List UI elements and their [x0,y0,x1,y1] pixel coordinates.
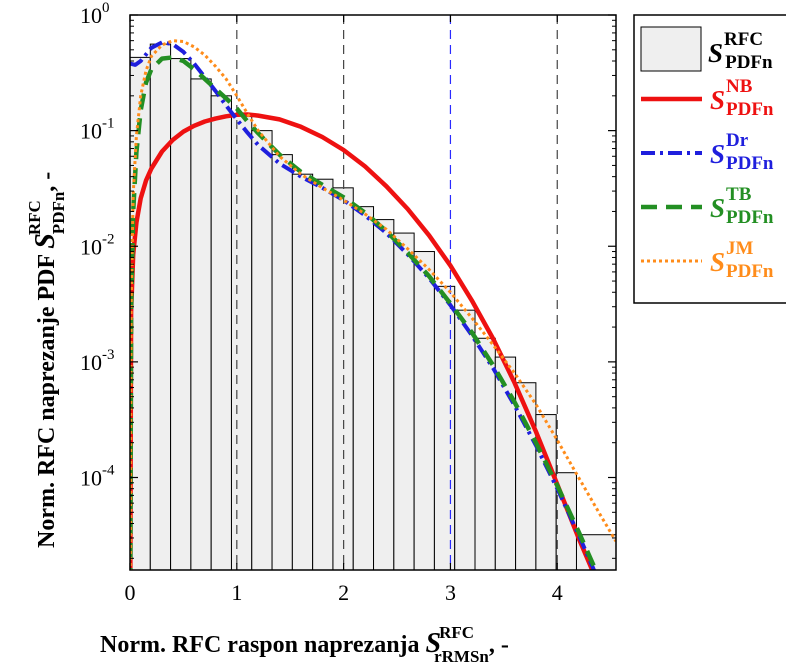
y-axis-title-tail: , - [34,172,60,192]
y-axis-title-main: Norm. RFC naprezanje PDF [34,249,60,548]
x-tick-label: 2 [338,580,349,605]
histogram-bars [130,43,616,570]
y-axis-title-subscript: PDFn [49,191,68,234]
x-tick-label: 3 [445,580,456,605]
x-tick-label: 1 [231,580,242,605]
legend-series-entries: SNB PDFn SDr PDFn STB PDFn SJM PDFn [641,76,774,282]
legend-label-dr: SDr PDFn [710,130,774,174]
y-axis-title-superscript: RFC [25,200,44,235]
x-axis-title-symbol: S [426,628,442,659]
legend-hist-sup: RFC [724,29,763,50]
histogram-bar [393,232,415,570]
histogram-bar [271,154,293,570]
y-tick-label: 10-1 [80,116,115,144]
x-tick-label: 4 [552,580,563,605]
x-axis-title-subscript: rRMSn [434,647,489,666]
series-line-jm [130,39,616,570]
x-axis-title: Norm. RFC raspon naprezanja SRFC rRMSn, - [100,623,509,666]
histogram-bar [352,206,375,570]
y-axis-title: Norm. RFC naprezanje PDF SRFC PDFn, - [25,172,68,548]
series-line-dr [130,40,597,570]
x-axis-title-main: Norm. RFC raspon naprezanja [100,632,426,658]
histogram-bar [474,337,496,570]
x-tick-label: 0 [125,580,136,605]
y-axis-title-symbol: S [30,233,61,249]
x-axis-title-superscript: RFC [439,623,474,642]
y-tick-label: 100 [80,0,110,28]
histogram-bar [251,130,273,570]
legend-label-nb: SNB PDFn [710,76,774,120]
histogram-bar [190,78,212,570]
series-line-tb [130,55,599,570]
histogram-bar [373,219,395,570]
legend-hist-symbol: S [708,38,723,68]
histogram-bar [291,173,314,570]
y-tick-label: 10-3 [80,347,115,375]
y-tick-label: 10-2 [80,231,115,259]
legend-hist-label: SRFC PDFn [708,29,773,73]
histogram-bar [494,356,517,570]
legend-label-tb: STB PDFn [710,184,774,228]
legend-hist-sub: PDFn [725,52,773,73]
histogram-bar [230,115,253,570]
histogram-bar [413,251,435,570]
axis-ticks: 0 1 2 3 4 100 10-1 10-2 10-3 10-4 [80,0,616,605]
histogram-bar [454,309,476,570]
x-axis-title-tail: , - [489,632,509,658]
series-line-nb [130,112,595,570]
histogram-bar [210,95,232,570]
legend-hist-swatch [640,26,702,72]
histogram-bar [433,285,456,570]
histogram-bar [312,178,334,570]
y-tick-label: 10-4 [80,463,115,491]
legend: SRFC PDFn SNB PDFn SDr PDFn STB PDFn SJM PDFn [633,14,786,304]
legend-label-jm: SJM PDFn [710,238,774,282]
histogram-bar [149,43,172,570]
pdf-curves [130,39,616,570]
